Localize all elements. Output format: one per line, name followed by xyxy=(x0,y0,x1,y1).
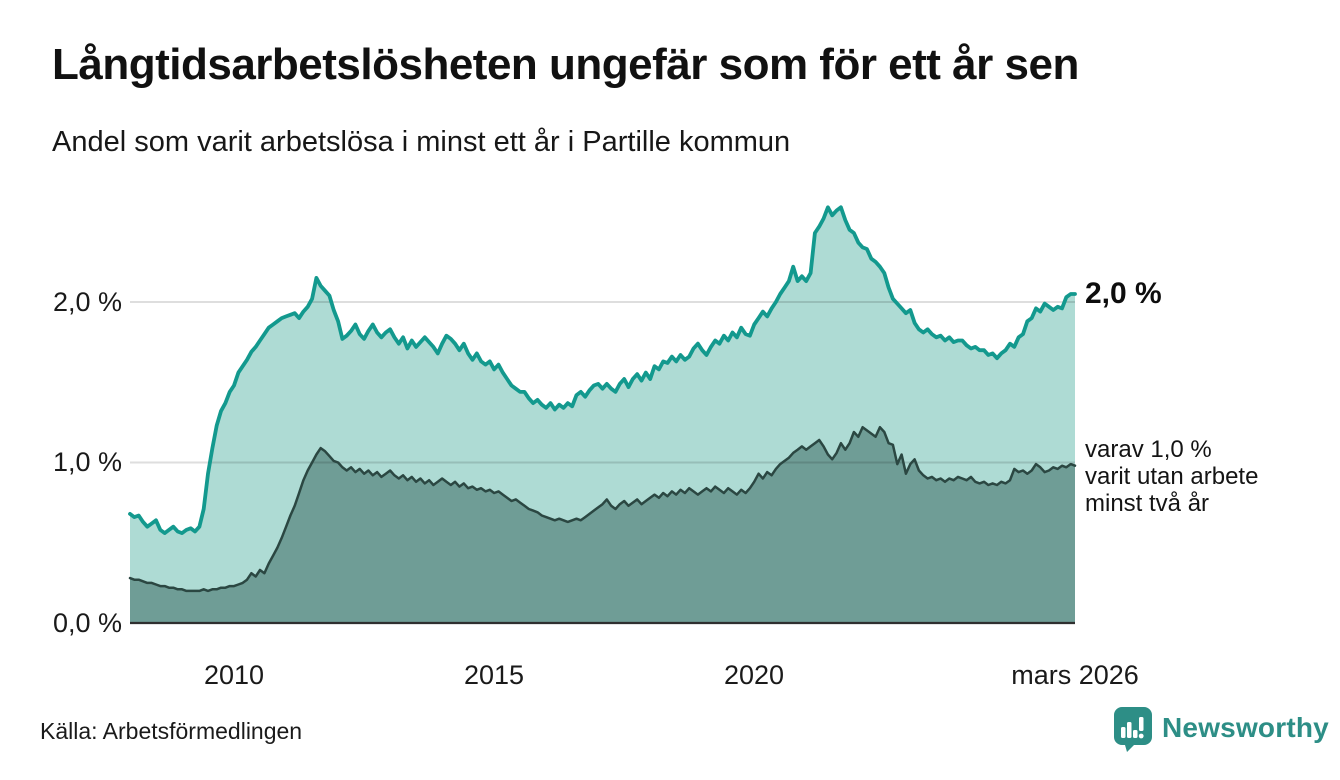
secondary-annotation-line-1: varav 1,0 % xyxy=(1085,436,1212,463)
newsworthy-logo: Newsworthy xyxy=(1113,706,1329,754)
x-axis-label-2015: 2015 xyxy=(463,660,525,690)
end-value-annotation: 2,0 % xyxy=(1085,277,1162,310)
logo-pin-shape xyxy=(1114,707,1152,752)
y-axis-label-0: 0,0 % xyxy=(52,608,122,638)
y-axis-label-2: 2,0 % xyxy=(52,287,122,317)
secondary-series-annotation: varav 1,0 % varit utan arbete minst två … xyxy=(1085,436,1258,517)
newsworthy-logo-icon xyxy=(1114,707,1152,752)
page-subtitle: Andel som varit arbetslösa i minst ett å… xyxy=(52,126,791,158)
x-axis-label-mars-2026: mars 2026 xyxy=(1011,660,1139,690)
y-axis-label-1: 1,0 % xyxy=(52,447,122,477)
logo-bars xyxy=(1121,717,1144,739)
x-axis-label-2020: 2020 xyxy=(723,660,785,690)
newsworthy-wordmark: Newsworthy xyxy=(1162,712,1329,743)
source-note: Källa: Arbetsförmedlingen xyxy=(40,718,303,744)
secondary-area-fill xyxy=(130,427,1075,623)
primary-series-line xyxy=(128,205,1077,535)
x-axis-label-2010: 2010 xyxy=(203,660,265,690)
secondary-annotation-line-3: minst två år xyxy=(1085,490,1210,517)
secondary-annotation-line-2: varit utan arbete xyxy=(1085,463,1259,490)
secondary-series-line xyxy=(128,425,1077,593)
page-title: Långtidsarbetslösheten ungefär som för e… xyxy=(52,40,1079,89)
